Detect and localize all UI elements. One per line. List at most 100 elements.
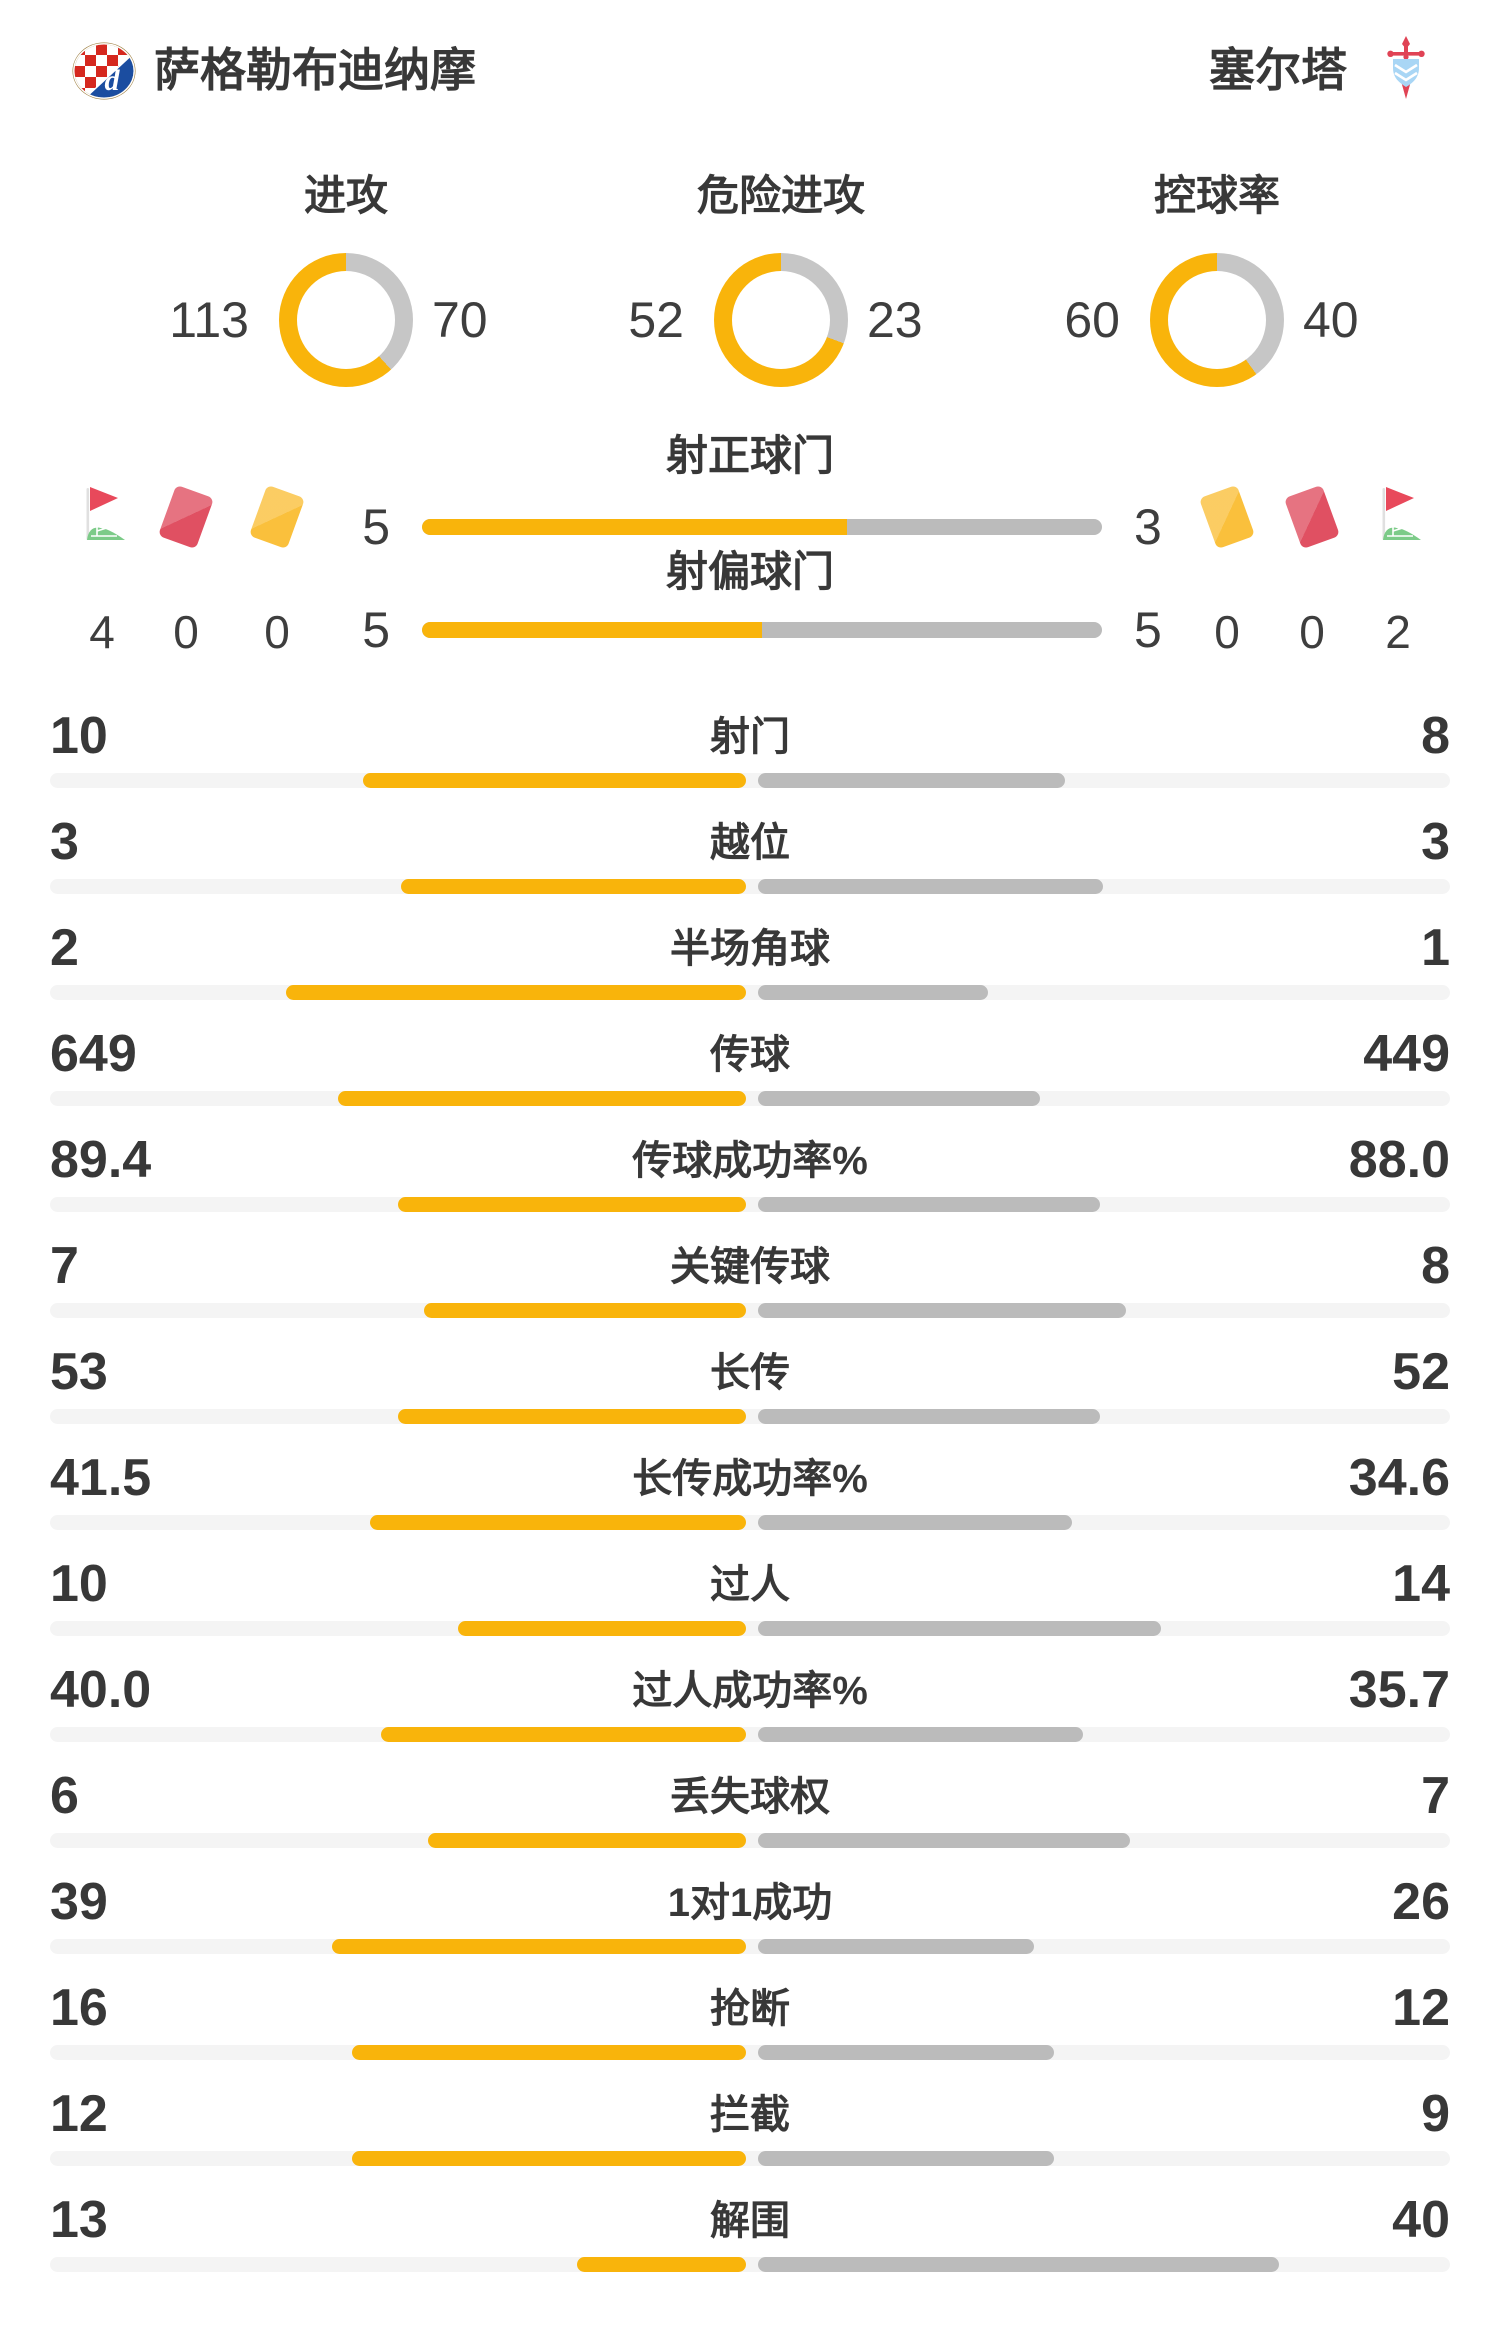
shots-off-target-bar-home-fill [422, 622, 762, 638]
stat-bar-track [50, 1409, 1450, 1424]
stat-bar-track [50, 2045, 1450, 2060]
stat-away-value: 88.0 [1348, 1131, 1450, 1189]
stat-home-value: 2 [50, 919, 79, 977]
stat-away-value: 14 [1392, 1555, 1450, 1613]
stat-label: 传球 [710, 1033, 790, 1077]
stat-home-value: 6 [50, 1767, 79, 1825]
stat-bar-away-fill [758, 773, 1065, 788]
stat-label: 半场角球 [670, 927, 830, 971]
donut-home-value: 52 [628, 292, 684, 348]
stat-row: 39 1对1成功 26 [0, 1866, 1500, 1972]
stat-bar-home-fill [424, 1303, 746, 1318]
away-team-name: 塞尔塔 [1209, 44, 1347, 96]
stat-label: 解围 [710, 2199, 790, 2243]
stat-bar-away-fill [758, 1833, 1130, 1848]
stat-away-value: 7 [1421, 1767, 1450, 1825]
stat-away-value: 35.7 [1348, 1661, 1450, 1719]
corner-flag-icon [1382, 487, 1421, 540]
stat-away-value: 8 [1421, 707, 1450, 765]
donut-hole [1168, 271, 1266, 369]
stat-bar-away-fill [758, 1409, 1100, 1424]
stat-home-value: 3 [50, 813, 79, 871]
stat-row: 41.5 长传成功率% 34.6 [0, 1442, 1500, 1548]
stat-label: 拦截 [710, 2093, 790, 2137]
shots-off-target-bar [422, 622, 1102, 638]
shots-off-target-away-value: 5 [1134, 602, 1162, 658]
stat-row: 6 丢失球权 7 [0, 1760, 1500, 1866]
stat-row: 13 解围 40 [0, 2184, 1500, 2290]
stat-bar-away-fill [758, 1621, 1161, 1636]
stat-label: 传球成功率% [632, 1139, 868, 1183]
stat-bar-away-fill [758, 1939, 1034, 1954]
stat-bar-away-fill [758, 1303, 1126, 1318]
away-yellow-cards-count: 0 [1214, 606, 1240, 658]
stat-label: 射门 [710, 715, 790, 759]
away-team-logo-celta-vigo [1387, 36, 1425, 99]
stat-home-value: 53 [50, 1343, 108, 1401]
shots-on-target-away-value: 3 [1134, 499, 1162, 555]
shots-off-target-title: 射偏球门 [665, 548, 834, 595]
donut-title: 控球率 [1153, 172, 1280, 219]
stat-away-value: 26 [1392, 1873, 1450, 1931]
stat-home-value: 40.0 [50, 1661, 152, 1719]
stat-bar-home-fill [381, 1727, 746, 1742]
away-red-cards-count: 0 [1299, 606, 1325, 658]
stat-row: 649 传球 449 [0, 1018, 1500, 1124]
stat-bar-home-fill [363, 773, 746, 788]
stat-home-value: 7 [50, 1237, 79, 1295]
stat-bar-away-fill [758, 2151, 1054, 2166]
stat-bar-away-fill [758, 879, 1103, 894]
home-yellow-cards-count: 0 [264, 606, 290, 658]
home-team-logo-dinamo-zagreb: d [72, 42, 136, 100]
stat-home-value: 16 [50, 1979, 108, 2037]
stat-home-value: 10 [50, 1555, 108, 1613]
stat-bar-away-fill [758, 2257, 1279, 2272]
stat-bar-home-fill [398, 1409, 746, 1424]
stat-bar-track [50, 985, 1450, 1000]
stat-label: 长传成功率% [632, 1457, 868, 1501]
stat-away-value: 34.6 [1348, 1449, 1450, 1507]
stat-bar-home-fill [338, 1091, 746, 1106]
stat-bar-home-fill [458, 1621, 746, 1636]
stat-bar-home-fill [332, 1939, 746, 1954]
stat-bar-home-fill [370, 1515, 746, 1530]
home-red-cards-count: 0 [173, 606, 199, 658]
donut-home-value: 60 [1064, 292, 1120, 348]
donut-chart [279, 253, 413, 387]
stat-bar-track [50, 1091, 1450, 1106]
stat-away-value: 12 [1392, 1979, 1450, 2037]
stat-home-value: 10 [50, 707, 108, 765]
stat-bar-track [50, 1939, 1450, 1954]
stat-row: 89.4 传球成功率% 88.0 [0, 1124, 1500, 1230]
stat-home-value: 13 [50, 2191, 108, 2249]
stat-bar-home-fill [352, 2045, 746, 2060]
stat-bar-away-fill [758, 985, 988, 1000]
stat-label: 抢断 [710, 1987, 790, 2031]
svg-text:d: d [105, 64, 121, 97]
stat-label: 过人 [710, 1563, 790, 1607]
donut-hole [297, 271, 395, 369]
stat-label: 过人成功率% [632, 1669, 868, 1713]
stat-away-value: 8 [1421, 1237, 1450, 1295]
stat-row: 40.0 过人成功率% 35.7 [0, 1654, 1500, 1760]
stat-bar-home-fill [401, 879, 746, 894]
stat-label: 越位 [710, 821, 790, 865]
home-corners-count: 4 [89, 606, 115, 658]
shots-on-target-bar [422, 519, 1102, 535]
stat-row: 16 抢断 12 [0, 1972, 1500, 2078]
stat-away-value: 3 [1421, 813, 1450, 871]
stat-row: 53 长传 52 [0, 1336, 1500, 1442]
stat-bar-home-fill [398, 1197, 746, 1212]
stat-away-value: 1 [1421, 919, 1450, 977]
shots-on-target-title: 射正球门 [665, 432, 834, 479]
donut-away-value: 70 [432, 292, 488, 348]
stat-away-value: 9 [1421, 2085, 1450, 2143]
shots-on-target-home-value: 5 [362, 499, 390, 555]
stat-bar-track [50, 1833, 1450, 1848]
stat-bar-home-fill [352, 2151, 746, 2166]
stat-away-value: 52 [1392, 1343, 1450, 1401]
stat-bar-home-fill [286, 985, 746, 1000]
donut-home-value: 113 [169, 292, 249, 348]
donut-chart [714, 253, 848, 387]
stat-row: 10 过人 14 [0, 1548, 1500, 1654]
